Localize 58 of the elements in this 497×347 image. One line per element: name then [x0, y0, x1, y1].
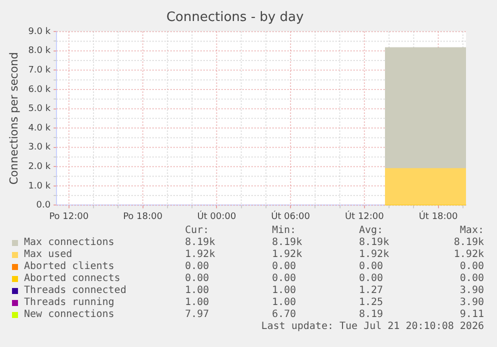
text: 7.97	[185, 309, 210, 321]
text: Last update: Tue Jul 21 20:10:08 2026	[260, 321, 485, 333]
text: Min:	[272, 225, 298, 237]
y-tick-label: 8.0 k	[28, 46, 52, 56]
text: 8.19k	[272, 237, 304, 249]
text: 6.70	[272, 309, 298, 321]
text: Max:	[458, 225, 484, 237]
y-axis-title: Connections per second	[7, 52, 20, 185]
text: 0.00	[359, 273, 384, 285]
y-tick-label: 7.0 k	[28, 66, 52, 76]
legend-label: Aborted clients	[24, 261, 116, 273]
text: 0.00	[458, 261, 484, 273]
x-tick-label: Út 00:00	[197, 210, 236, 222]
text: 8.19k	[185, 237, 216, 249]
text: 3.90	[458, 285, 484, 297]
y-tick-label: 3.0 k	[28, 142, 52, 153]
text: 1.92k	[185, 249, 216, 261]
legend-label: Max connections	[24, 237, 116, 249]
y-tick-label: 1.0 k	[28, 181, 52, 192]
text: 0.00	[185, 261, 210, 273]
x-tick-label: Po 12:00	[49, 212, 89, 222]
legend-label: Aborted connects	[24, 273, 122, 285]
text: 8.19	[359, 309, 384, 321]
x-tick-label: Út 18:00	[418, 210, 458, 222]
text: Cur:	[185, 225, 210, 237]
text: 1.27	[359, 285, 384, 297]
text: 9.11	[458, 309, 484, 321]
text: 8.19k	[452, 237, 484, 249]
text: 0.00	[185, 273, 210, 285]
text: 3.90	[458, 297, 484, 309]
text: 1.25	[359, 297, 384, 309]
legend-label: New connections	[24, 309, 116, 321]
text: 0.00	[272, 261, 298, 273]
text: 1.00	[185, 285, 210, 297]
legend-label: Threads running	[24, 297, 116, 309]
text: 1.00	[185, 297, 210, 309]
legend-label: Threads connected	[24, 285, 128, 297]
text: 0.00	[458, 273, 484, 285]
text: 1.92k	[452, 249, 484, 261]
text: 0.00	[359, 261, 384, 273]
y-tick-label: 0.0	[36, 200, 51, 211]
y-tick-label: 6.0 k	[28, 84, 52, 95]
y-tick-label: 4.0 k	[28, 123, 52, 134]
y-tick-label: 5.0 k	[28, 104, 52, 114]
text: 1.92k	[272, 249, 304, 261]
y-tick-label: 2.0 k	[28, 162, 52, 172]
text: Avg:	[359, 225, 384, 237]
x-tick-label: Út 06:00	[271, 210, 310, 222]
text: 8.19k	[359, 237, 390, 249]
x-tick-label: Út 12:00	[344, 210, 384, 222]
x-tick-label: Po 18:00	[123, 212, 163, 222]
text: 1.00	[272, 285, 298, 297]
text: 1.92k	[359, 249, 390, 261]
chart-title: Connections - by day	[166, 10, 304, 26]
legend-label: Max used	[24, 249, 74, 261]
text: 1.00	[272, 297, 298, 309]
text: 0.00	[272, 273, 298, 285]
y-tick-label: 9.0 k	[28, 26, 52, 37]
